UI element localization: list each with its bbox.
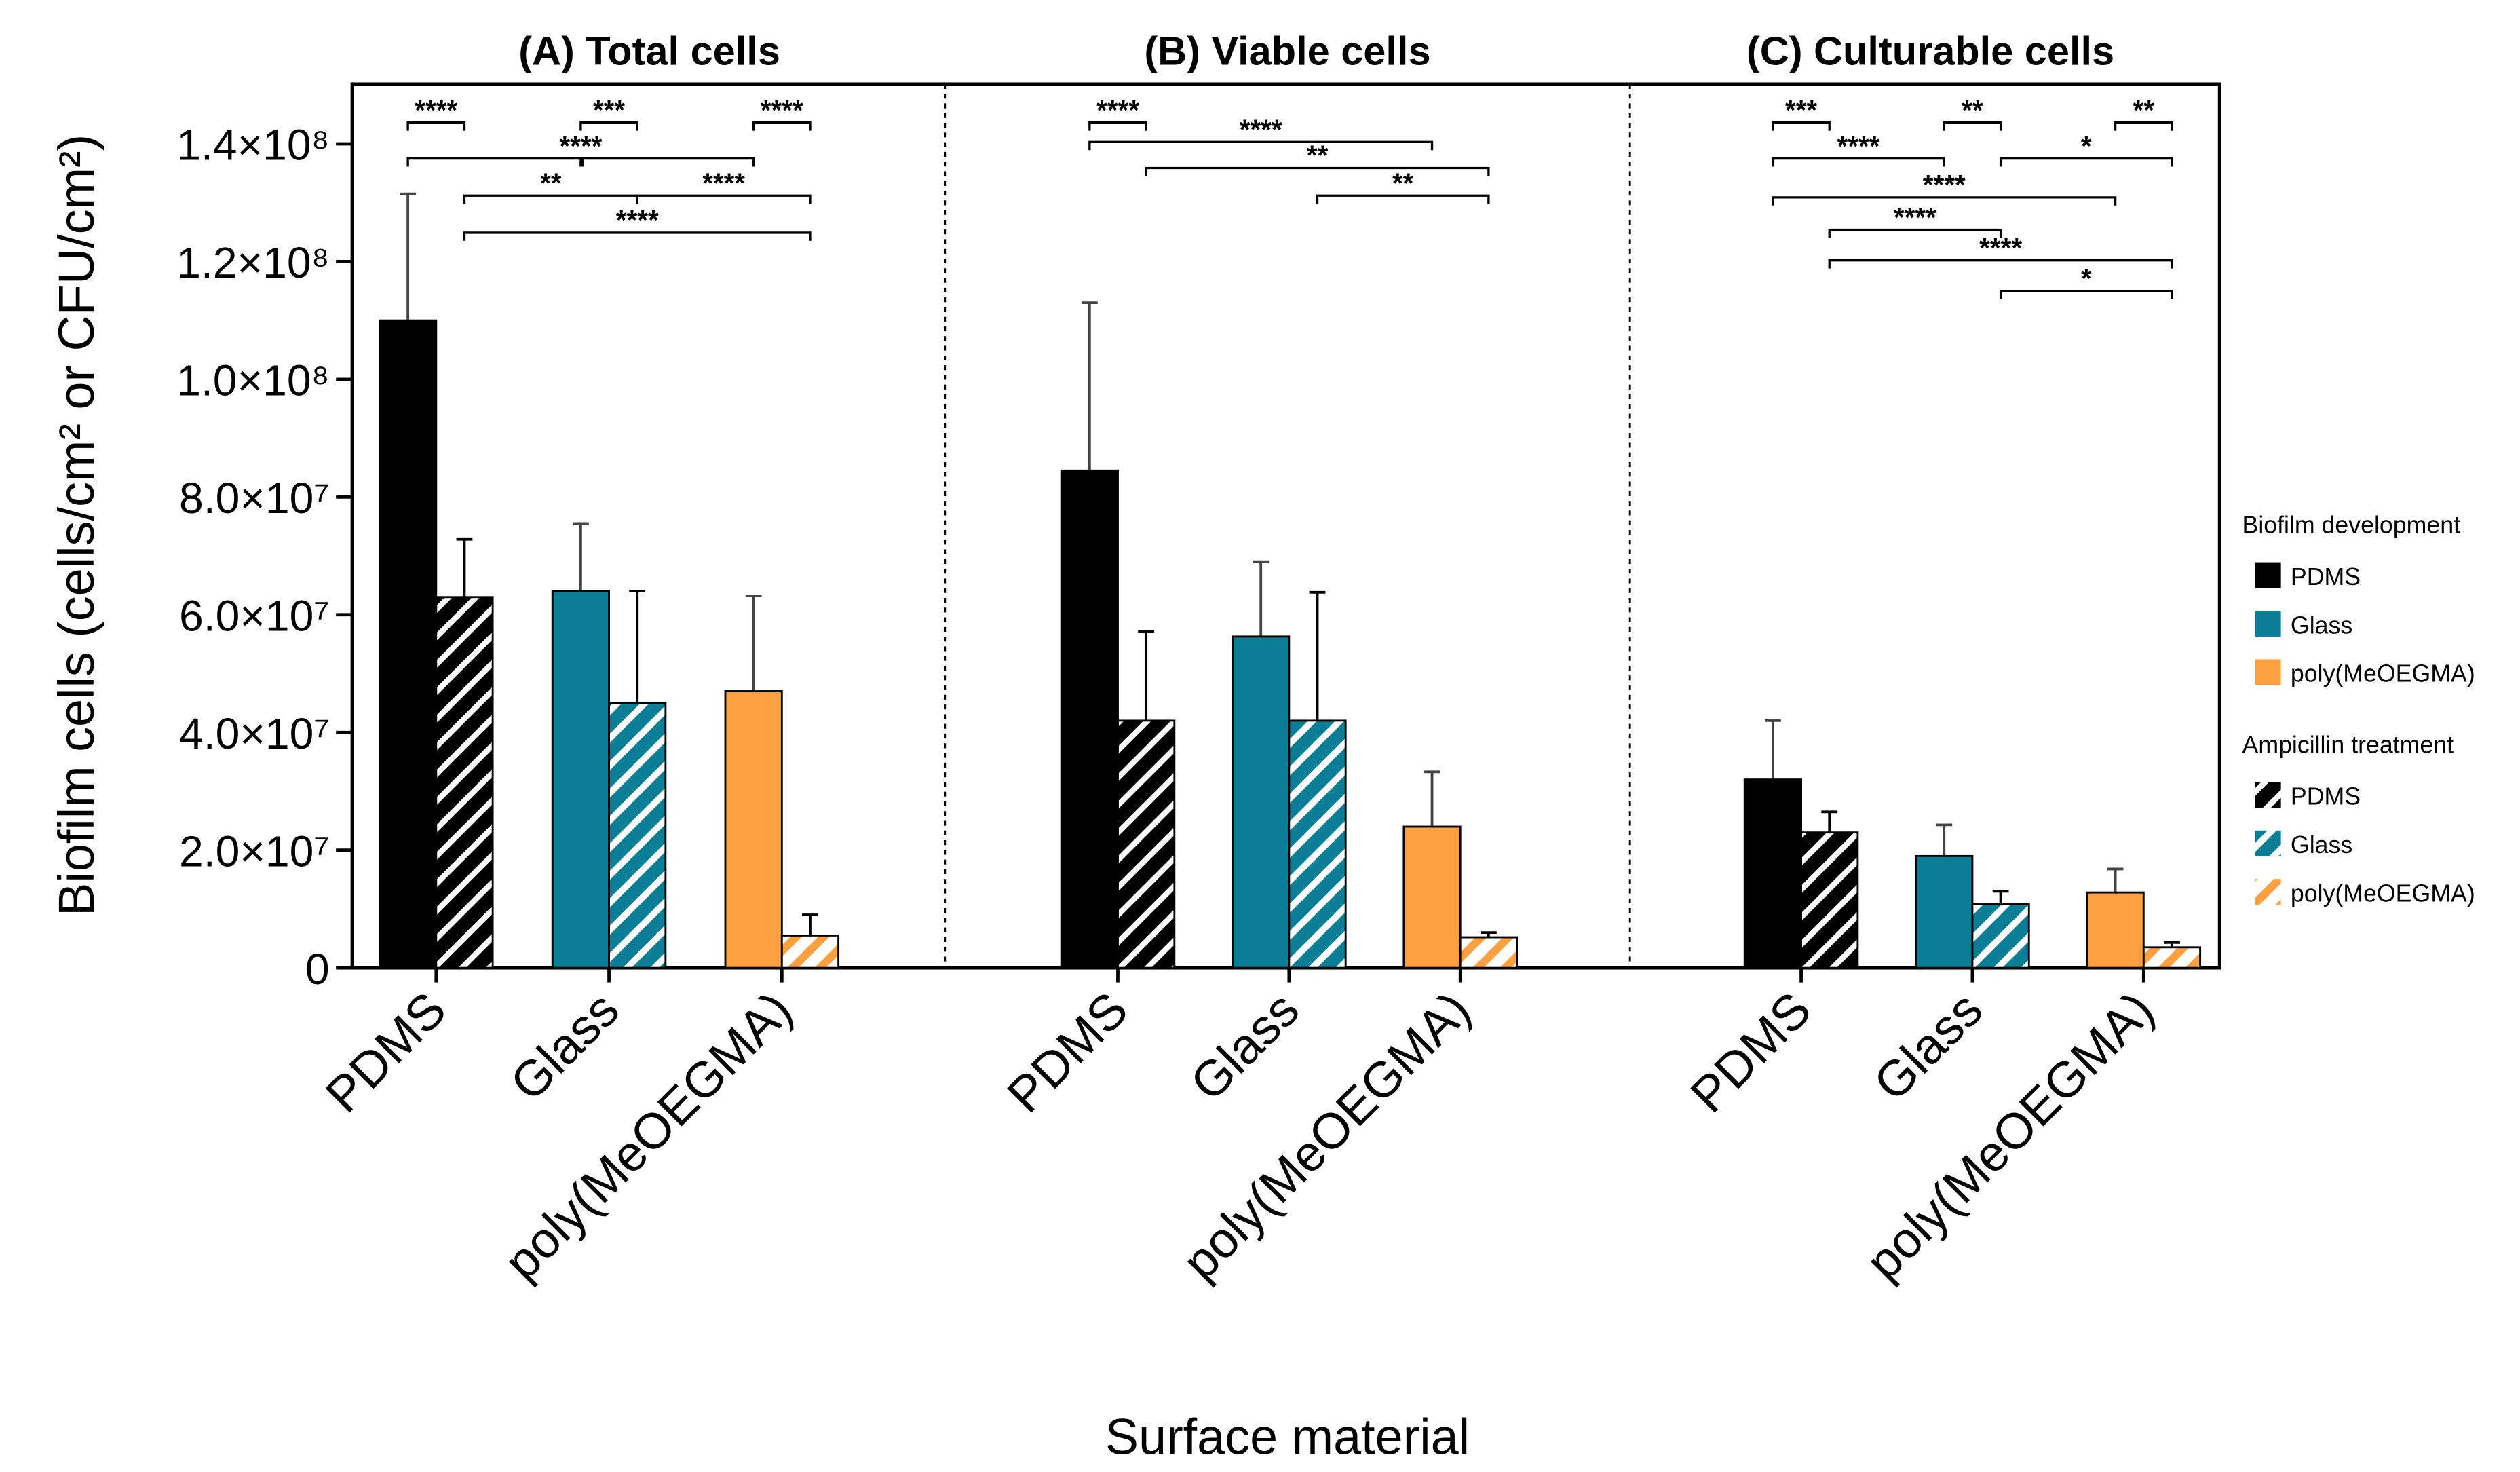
legend-item: PDMS xyxy=(2291,563,2361,590)
significance-bracket xyxy=(1828,259,2173,269)
x-category-label: PDMS xyxy=(1679,981,1821,1122)
significance-label: **** xyxy=(702,168,745,199)
legend-swatch-glass xyxy=(2255,610,2281,637)
significance-bracket xyxy=(581,157,755,167)
significance-label: ** xyxy=(1962,94,1983,126)
legend-group-title: Biofilm development xyxy=(2242,512,2461,539)
y-axis-label: Biofilm cells (cells/cm² or CFU/cm²) xyxy=(48,134,104,916)
significance-bracket xyxy=(463,231,812,241)
panel-title: (B) Viable cells xyxy=(1144,28,1430,73)
significance-bracket xyxy=(1316,194,1490,204)
x-category-label: Glass xyxy=(499,981,630,1111)
significance-label: **** xyxy=(1979,232,2022,263)
x-category-label: poly(MeOEGMA) xyxy=(1172,981,1481,1290)
significance-bracket xyxy=(1828,228,2002,238)
bar-glass-biofilm xyxy=(1915,854,1974,969)
bar-pdms-ampicillin xyxy=(435,596,494,969)
legend-item: poly(MeOEGMA) xyxy=(2291,660,2475,687)
significance-label: **** xyxy=(415,94,457,126)
significance-bracket xyxy=(752,121,812,131)
y-tick-label: 2.0×10⁷ xyxy=(179,827,330,875)
significance-label: **** xyxy=(761,94,803,126)
significance-bracket xyxy=(1772,157,1945,167)
x-axis-label: Surface material xyxy=(1105,1409,1470,1465)
legend-swatch-pdms xyxy=(2255,562,2281,588)
significance-label: **** xyxy=(1923,169,1966,200)
significance-label: **** xyxy=(1096,94,1139,126)
significance-label: **** xyxy=(1837,130,1880,162)
x-category-label: Glass xyxy=(1179,981,1310,1111)
panel-title: (A) Total cells xyxy=(518,28,780,73)
significance-label: **** xyxy=(559,130,602,162)
bar-pdms-biofilm xyxy=(379,319,438,969)
significance-label: ** xyxy=(1307,140,1329,171)
significance-bracket xyxy=(1999,290,2173,299)
bar-polymeoegma-biofilm xyxy=(2086,891,2145,969)
significance-label: *** xyxy=(1785,94,1817,126)
significance-label: **** xyxy=(1894,202,1936,233)
y-tick-label: 1.0×10⁸ xyxy=(176,356,329,405)
bar-glass-biofilm xyxy=(1232,635,1291,969)
bar-pdms-ampicillin xyxy=(1117,719,1176,969)
x-category-label: Glass xyxy=(1863,981,1993,1111)
significance-bracket xyxy=(636,194,812,204)
x-category-label: poly(MeOEGMA) xyxy=(493,981,803,1290)
significance-label: * xyxy=(2081,263,2092,294)
bar-polymeoegma-ampicillin xyxy=(780,935,840,969)
significance-label: ** xyxy=(1392,168,1414,199)
significance-bracket xyxy=(1088,121,1147,131)
significance-bracket xyxy=(1943,121,2002,131)
y-tick-label: 1.2×10⁸ xyxy=(176,238,329,287)
significance-bracket xyxy=(1772,121,1831,131)
legend-item: Glass xyxy=(2291,831,2352,858)
y-tick-label: 4.0×10⁷ xyxy=(179,709,330,758)
plot-area: 0 2.0×10⁷ 4.0×10⁷ 6.0×10⁷ 8.0×10⁷ 1.0×10⁸ 1.2×… xyxy=(176,28,2221,1290)
y-tick-label: 6.0×10⁷ xyxy=(179,592,330,641)
legend-swatch-polymeoegma xyxy=(2255,879,2281,905)
bar-glass-ampicillin xyxy=(608,702,667,969)
significance-bracket xyxy=(2114,121,2173,131)
y-tick-label: 0 xyxy=(305,945,330,994)
bar-glass-ampicillin xyxy=(1288,719,1347,969)
legend-swatch-pdms xyxy=(2255,782,2281,808)
significance-label: ** xyxy=(540,168,562,199)
significance-bracket xyxy=(1772,196,2117,206)
legend: Biofilm development PDMS Glass poly(MeOEGMA… xyxy=(2242,512,2475,907)
significance-label: ** xyxy=(2133,94,2155,126)
significance-bracket xyxy=(1145,166,1490,176)
bar-pdms-biofilm xyxy=(1060,469,1119,969)
bar-pdms-biofilm xyxy=(1743,778,1802,969)
significance-bracket xyxy=(579,121,638,131)
y-tick-label: 1.4×10⁸ xyxy=(176,121,329,170)
significance-label: * xyxy=(2081,130,2092,162)
significance-label: *** xyxy=(593,94,625,126)
legend-item: poly(MeOEGMA) xyxy=(2291,880,2475,907)
bar-polymeoegma-biofilm xyxy=(724,690,783,969)
x-category-label: PDMS xyxy=(996,981,1138,1122)
y-tick-label: 8.0×10⁷ xyxy=(179,474,330,523)
bar-pdms-ampicillin xyxy=(1800,831,1859,969)
bar-polymeoegma-ampicillin xyxy=(2142,946,2202,969)
significance-label: **** xyxy=(616,204,659,235)
significance-label: **** xyxy=(1240,114,1282,145)
significance-bracket xyxy=(406,121,466,131)
bar-glass-biofilm xyxy=(551,590,610,969)
x-category-label: PDMS xyxy=(315,981,457,1122)
bar-glass-ampicillin xyxy=(1971,903,2030,969)
legend-swatch-glass xyxy=(2255,830,2281,856)
bar-polymeoegma-ampicillin xyxy=(1459,936,1518,969)
panel-title: (C) Culturable cells xyxy=(1746,28,2114,73)
significance-bracket xyxy=(406,157,582,167)
significance-bracket xyxy=(1999,157,2173,167)
legend-swatch-polymeoegma xyxy=(2255,659,2281,685)
significance-bracket xyxy=(1088,140,1434,151)
legend-item: Glass xyxy=(2291,611,2352,639)
legend-group-title: Ampicillin treatment xyxy=(2242,731,2454,758)
legend-item: PDMS xyxy=(2291,783,2361,810)
x-category-label: poly(MeOEGMA) xyxy=(1855,981,2164,1290)
bar-polymeoegma-biofilm xyxy=(1402,825,1462,969)
